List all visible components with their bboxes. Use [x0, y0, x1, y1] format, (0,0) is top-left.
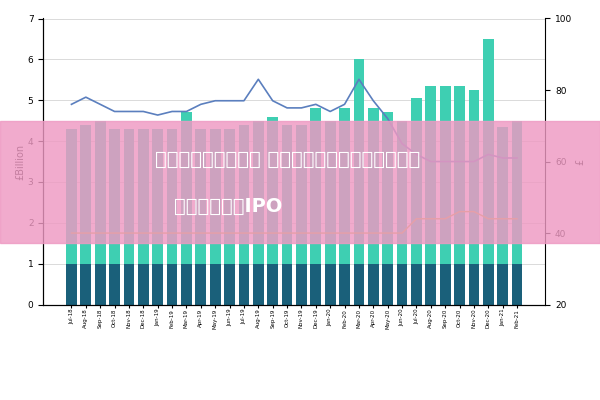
Bar: [253, 264, 264, 304]
Bar: [483, 39, 494, 264]
Bar: [138, 129, 149, 264]
Y-axis label: £Billion: £Billion: [15, 144, 25, 180]
Bar: [267, 116, 278, 264]
Bar: [425, 264, 436, 304]
Bar: [382, 264, 393, 304]
Bar: [296, 125, 307, 264]
Bar: [239, 125, 250, 264]
Bar: [80, 264, 91, 304]
Bar: [425, 86, 436, 264]
Bar: [152, 264, 163, 304]
Bar: [454, 86, 465, 264]
Bar: [325, 264, 335, 304]
Bar: [497, 264, 508, 304]
Bar: [397, 264, 407, 304]
Bar: [469, 90, 479, 264]
Bar: [167, 264, 178, 304]
Bar: [124, 129, 134, 264]
Bar: [224, 129, 235, 264]
Bar: [224, 264, 235, 304]
Bar: [411, 264, 422, 304]
Bar: [281, 125, 292, 264]
Bar: [109, 129, 120, 264]
Bar: [281, 264, 292, 304]
Bar: [267, 264, 278, 304]
Bar: [181, 112, 192, 264]
Bar: [310, 264, 321, 304]
Bar: [339, 108, 350, 264]
Bar: [325, 121, 335, 264]
Bar: [368, 264, 379, 304]
Y-axis label: £: £: [575, 158, 585, 165]
Bar: [239, 264, 250, 304]
Bar: [66, 264, 77, 304]
Bar: [469, 264, 479, 304]
Bar: [152, 129, 163, 264]
Bar: [210, 264, 221, 304]
Bar: [512, 264, 523, 304]
Bar: [138, 264, 149, 304]
Bar: [397, 121, 407, 264]
Bar: [497, 127, 508, 264]
Bar: [196, 264, 206, 304]
Bar: [196, 129, 206, 264]
Bar: [440, 86, 451, 264]
Bar: [109, 264, 120, 304]
Bar: [382, 112, 393, 264]
Bar: [440, 264, 451, 304]
Bar: [66, 129, 77, 264]
Text: 并将适时启动IPO: 并将适时启动IPO: [174, 197, 282, 216]
Bar: [80, 125, 91, 264]
Bar: [181, 264, 192, 304]
Bar: [339, 264, 350, 304]
Bar: [95, 264, 106, 304]
Bar: [167, 129, 178, 264]
Bar: [296, 264, 307, 304]
Bar: [353, 264, 364, 304]
Bar: [124, 264, 134, 304]
Bar: [454, 264, 465, 304]
Bar: [210, 129, 221, 264]
Bar: [411, 98, 422, 264]
Bar: [253, 121, 264, 264]
Bar: [353, 59, 364, 264]
Bar: [95, 121, 106, 264]
Bar: [368, 108, 379, 264]
Bar: [512, 121, 523, 264]
Bar: [483, 264, 494, 304]
Text: 石家庄股票配资平台 荣耀：四季度进行股份制改革: 石家庄股票配资平台 荣耀：四季度进行股份制改革: [155, 150, 421, 170]
Bar: [310, 108, 321, 264]
